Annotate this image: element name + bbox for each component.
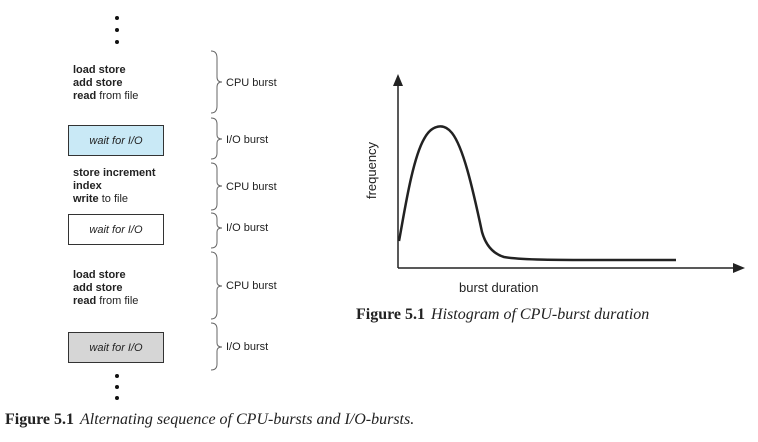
burst-label-io-1: I/O burst — [226, 134, 269, 146]
brace-cpu-1 — [210, 50, 223, 114]
sequence-caption-number: Figure 5.1 — [5, 411, 75, 428]
ellipsis-dot-top — [115, 40, 119, 44]
cpu-burst-code-2: store increment index write to file — [73, 167, 156, 206]
y-axis-arrow — [393, 74, 403, 86]
code-line: load store — [73, 64, 126, 76]
io-wait-box-2: wait for I/O — [68, 214, 164, 245]
burst-label-cpu-3: CPU burst — [226, 280, 277, 292]
burst-label-io-2: I/O burst — [226, 222, 269, 234]
ellipsis-dot-bottom — [115, 374, 119, 378]
histogram-caption: Figure 5.1 Histogram of CPU-burst duratio… — [356, 306, 649, 324]
ellipsis-dot-top — [115, 28, 119, 32]
code-line: read from file — [73, 295, 139, 307]
code-line: store increment — [73, 167, 156, 179]
code-line: write to file — [73, 193, 129, 205]
code-line: index — [73, 180, 102, 192]
histogram-caption-text: Histogram of CPU-burst duration — [431, 306, 650, 323]
code-line: add store — [73, 77, 123, 89]
code-line: read from file — [73, 90, 139, 102]
frequency-curve — [397, 125, 676, 262]
burst-label-io-3: I/O burst — [226, 341, 269, 353]
io-wait-box-3: wait for I/O — [68, 332, 164, 363]
sequence-caption: Figure 5.1 Alternating sequence of CPU-bu… — [5, 411, 414, 429]
ellipsis-dot-bottom — [115, 396, 119, 400]
code-line: load store — [73, 269, 126, 281]
histogram-caption-number: Figure 5.1 — [356, 306, 426, 323]
brace-cpu-2 — [210, 162, 223, 211]
brace-io-3 — [210, 322, 223, 371]
x-axis-label: burst duration — [459, 280, 539, 295]
code-line: add store — [73, 282, 123, 294]
ellipsis-dot-bottom — [115, 385, 119, 389]
ellipsis-dot-top — [115, 16, 119, 20]
burst-label-cpu-1: CPU burst — [226, 77, 277, 89]
x-axis-arrow — [733, 263, 745, 273]
brace-cpu-3 — [210, 251, 223, 320]
burst-label-cpu-2: CPU burst — [226, 181, 277, 193]
cpu-burst-code-3: load store add store read from file — [73, 269, 138, 308]
brace-io-2 — [210, 212, 223, 249]
cpu-burst-code-1: load store add store read from file — [73, 64, 138, 103]
sequence-caption-text: Alternating sequence of CPU-bursts and I… — [80, 411, 415, 428]
io-wait-box-1: wait for I/O — [68, 125, 164, 156]
y-axis-label: frequency — [364, 141, 380, 200]
brace-io-1 — [210, 117, 223, 160]
